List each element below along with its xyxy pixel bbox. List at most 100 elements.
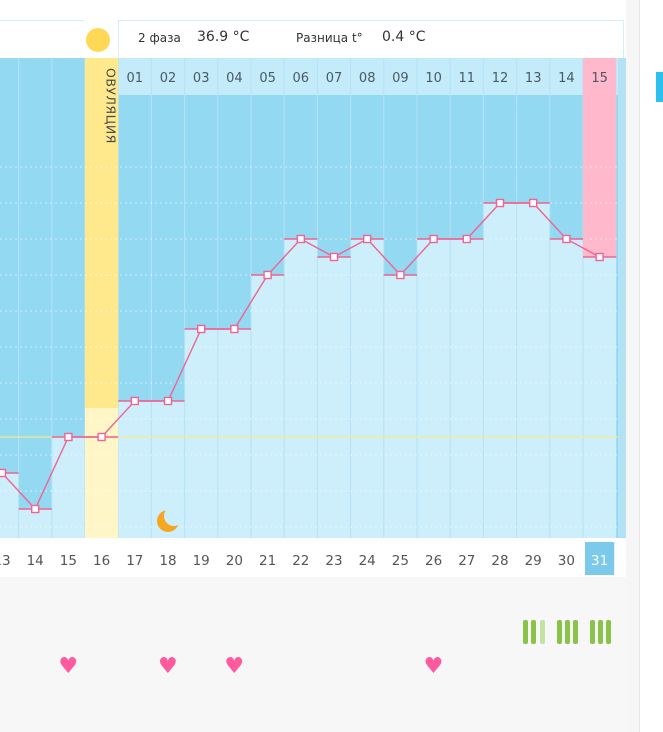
temperature-bar — [118, 401, 152, 538]
fertility-indicator-icon — [523, 620, 528, 644]
cycle-day-label: 15 — [591, 71, 608, 86]
temperature-point — [97, 432, 106, 442]
temperature-point — [329, 252, 339, 262]
cycle-day-label: 09 — [392, 71, 409, 86]
date-label: 18 — [159, 553, 176, 569]
temperature-point — [429, 234, 438, 244]
temperature-point — [230, 324, 239, 334]
ovulation-column — [85, 58, 119, 408]
date-label: 22 — [292, 553, 309, 569]
date-label: 17 — [126, 553, 143, 569]
date-label: 28 — [491, 553, 508, 569]
day-number-strip — [118, 58, 626, 95]
temperature-point — [529, 198, 538, 208]
cycle-day-label: 05 — [259, 71, 276, 86]
cycle-day-label: 12 — [492, 71, 509, 86]
temperature-bar — [383, 275, 417, 538]
temperature-bar — [0, 473, 19, 538]
fertility-indicator-icon — [557, 620, 562, 644]
cycle-day-label: 13 — [525, 71, 542, 86]
temperature-bar — [18, 509, 52, 538]
temp-difference-value: 0.4 °C — [382, 29, 426, 45]
date-label: 27 — [458, 553, 475, 569]
temperature-bar — [184, 329, 218, 538]
date-label: 19 — [193, 553, 210, 569]
cycle-day-label: 01 — [127, 71, 144, 86]
temperature-point — [0, 468, 7, 478]
fertility-indicator-icon — [598, 620, 603, 644]
temperature-point — [363, 234, 372, 244]
temperature-point — [296, 234, 305, 244]
header-left-cell — [0, 20, 84, 59]
temperature-point — [196, 324, 206, 334]
date-label: 21 — [259, 553, 276, 569]
fertility-indicator-icon — [573, 620, 578, 644]
heart-icon: ♥ — [58, 654, 79, 679]
temperature-point — [595, 252, 604, 262]
fertility-indicator-icon — [531, 620, 536, 644]
temperature-point — [462, 234, 471, 244]
temp-difference-label: Разница t° — [296, 31, 363, 45]
temperature-point — [163, 396, 173, 406]
fertility-indicator-icon — [565, 620, 570, 644]
temperature-chart: 01 02 03 04 05 06 07 08 09 10 11 12 13 14 15 ОВУЛЯЦИЯ 13… — [0, 58, 626, 575]
chart-header: 2 фаза 36.9 °C Разница t° 0.4 °C — [0, 0, 626, 59]
date-label: 15 — [60, 553, 77, 569]
temperature-point — [263, 270, 272, 280]
temperature-point — [130, 396, 140, 406]
phase-temperature: 36.9 °C — [197, 29, 250, 45]
temperature-bar — [251, 275, 285, 538]
temperature-point — [562, 234, 571, 244]
phase-label: 2 фаза — [138, 31, 181, 45]
date-label: 29 — [525, 553, 542, 569]
moon-cutout — [164, 506, 184, 526]
moon-icon — [157, 506, 184, 532]
date-label: 20 — [226, 553, 243, 569]
temperature-point — [64, 432, 73, 442]
right-panel-accent — [656, 72, 663, 102]
events-area — [0, 577, 626, 732]
cycle-day-label: 02 — [160, 71, 177, 86]
temperature-bar — [350, 239, 384, 538]
date-label: 16 — [93, 553, 110, 569]
temperature-point — [31, 504, 40, 514]
temperature-point — [396, 270, 405, 280]
heart-icon: ♥ — [423, 654, 444, 679]
date-label: 14 — [27, 553, 44, 569]
ovulation-column-lower — [85, 408, 119, 538]
cycle-day-label: 08 — [359, 71, 376, 86]
temperature-bar — [51, 437, 85, 538]
date-label: 23 — [325, 553, 342, 569]
temperature-bar — [450, 239, 484, 538]
current-date-highlight — [585, 542, 615, 575]
temperature-bar — [417, 239, 451, 538]
cycle-day-label: 14 — [558, 71, 575, 86]
date-label: 13 — [0, 553, 11, 569]
temperature-bar — [284, 239, 318, 538]
current-date-label: 31 — [591, 553, 608, 569]
fertility-indicator-icon — [606, 620, 611, 644]
highlight-column — [583, 58, 617, 257]
ovulation-label: ОВУЛЯЦИЯ — [104, 68, 119, 144]
heart-icon: ♥ — [224, 654, 245, 679]
chart-right-edge — [618, 58, 626, 538]
cycle-day-label: 10 — [425, 71, 442, 86]
cycle-day-label: 11 — [459, 71, 476, 86]
heart-icon: ♥ — [158, 654, 178, 679]
fertility-indicator-icon — [540, 620, 545, 644]
right-panel-edge — [639, 0, 663, 732]
temperature-bar — [217, 329, 251, 538]
cycle-day-label: 06 — [293, 71, 310, 86]
temperature-bar — [483, 203, 517, 538]
day-strip-left — [0, 58, 85, 95]
temperature-bar — [317, 257, 351, 538]
date-label: 24 — [359, 553, 376, 569]
phase-info-box — [118, 20, 624, 59]
temperature-bar — [583, 257, 617, 538]
temperature-point — [495, 198, 505, 208]
fertility-indicator-icon — [590, 620, 595, 644]
date-label: 30 — [558, 553, 575, 569]
temperature-bar — [516, 203, 550, 538]
sun-icon — [86, 28, 110, 52]
